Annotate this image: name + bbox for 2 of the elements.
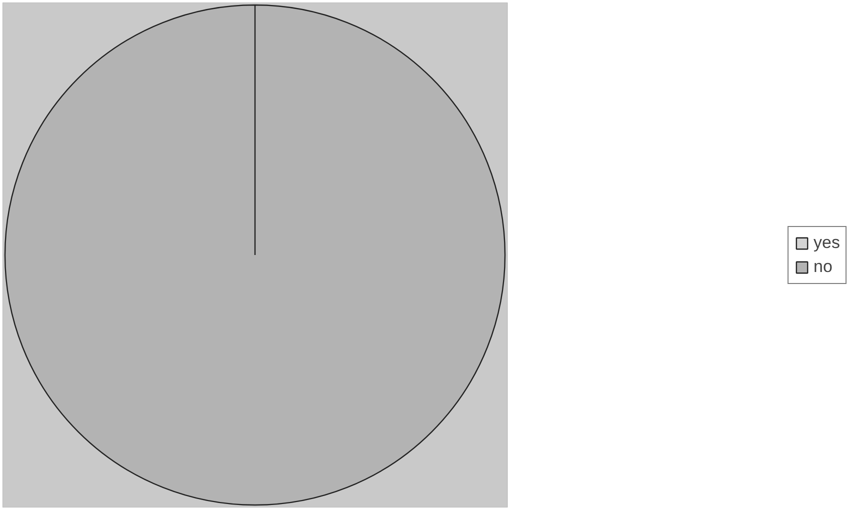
legend-label: no xyxy=(814,256,834,276)
legend-label: yes xyxy=(814,232,840,252)
